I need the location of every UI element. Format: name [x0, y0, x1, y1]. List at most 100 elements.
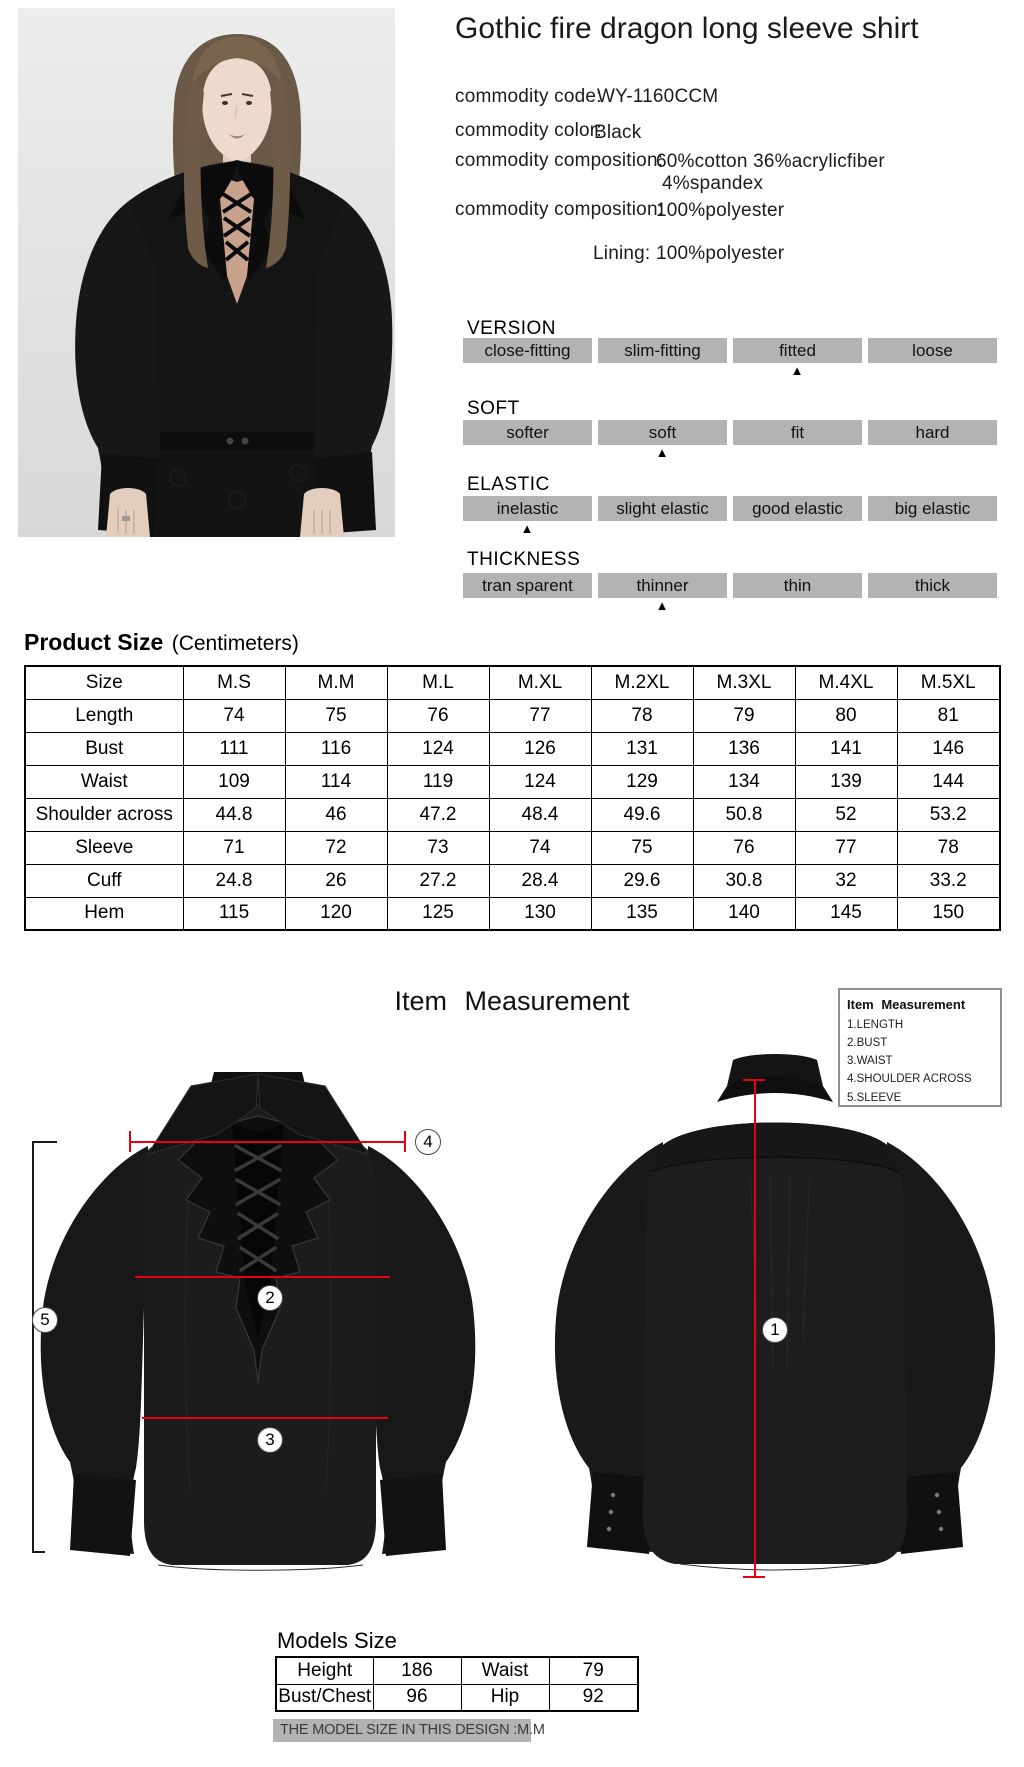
back-sleeve-right: [887, 1142, 996, 1552]
selection-arrow-icon: ▲: [655, 445, 669, 460]
sleeve-line-tick: [32, 1551, 45, 1553]
attr-option: thick: [868, 573, 997, 598]
table-row: Bust/Chest 96 Hip 92: [275, 1683, 639, 1712]
cuff-button: [606, 1526, 612, 1532]
cell: 115: [182, 896, 286, 931]
cell: 140: [692, 896, 796, 931]
bust-measure-line: [135, 1276, 390, 1278]
attr-option-selected: fitted: [733, 338, 862, 363]
legend-item: 3.WAIST: [847, 1055, 893, 1068]
attr-option: good elastic: [733, 496, 862, 521]
marker-bust: 2: [257, 1285, 283, 1311]
attr-option: thin: [733, 573, 862, 598]
marker-length: 1: [762, 1317, 788, 1343]
marker-shoulder: 4: [415, 1129, 441, 1155]
info-label-composition-1: commodity composition:: [455, 150, 664, 171]
cell: 131: [590, 731, 694, 766]
attr-row-soft: softer soft fit hard: [463, 420, 997, 445]
cuff-button: [934, 1492, 940, 1498]
belt: [148, 432, 326, 450]
cell: 120: [284, 896, 388, 931]
cell: 77: [488, 698, 592, 733]
shoulder-line-tick: [404, 1131, 406, 1152]
cell: 30.8: [692, 863, 796, 898]
ring: [122, 516, 130, 521]
front-collar-left: [146, 1073, 259, 1155]
cell: 76: [386, 698, 490, 733]
legend-item: 4.SHOULDER ACROSS: [847, 1073, 972, 1086]
row-label: Cuff: [24, 863, 184, 898]
cell: 73: [386, 830, 490, 865]
cell: 71: [182, 830, 286, 865]
attr-option: slim-fitting: [598, 338, 727, 363]
row-label: Shoulder across: [24, 797, 184, 832]
column-header: M.S: [182, 665, 286, 700]
measurement-legend-box: Item Measurement 1.LENGTH 2.BUST 3.WAIST…: [838, 988, 1002, 1107]
measurement-heading: Item Measurement: [394, 986, 630, 1016]
attr-option: tran sparent: [463, 573, 592, 598]
shirt-back-diagram: [554, 1054, 996, 1571]
cell: 74: [488, 830, 592, 865]
selection-arrow-icon: ▲: [655, 598, 669, 613]
row-label: Sleeve: [24, 830, 184, 865]
back-body: [643, 1122, 907, 1564]
front-lace-opening: [232, 1124, 284, 1338]
back-collar-fold: [717, 1075, 833, 1102]
table-row: Cuff 24.8 26 27.2 28.4 29.6 30.8 32 33.2: [24, 863, 1001, 898]
front-hem-line: [157, 1564, 364, 1571]
attr-heading-thickness: THICKNESS: [467, 549, 581, 570]
shoulder-line-tick: [129, 1131, 131, 1152]
back-gathers: [749, 1172, 811, 1371]
attr-option: close-fitting: [463, 338, 592, 363]
size-chart-heading: Product Size (Centimeters): [24, 629, 299, 656]
length-line-tick: [743, 1576, 765, 1578]
cell: 26: [284, 863, 388, 898]
column-header: Size: [24, 665, 184, 700]
cell: 75: [284, 698, 388, 733]
info-label-color: commodity color:: [455, 120, 602, 141]
cell: 116: [284, 731, 388, 766]
column-header: M.3XL: [692, 665, 796, 700]
back-sleeve-left: [554, 1142, 663, 1552]
hand-left: [106, 488, 150, 537]
cell: 48.4: [488, 797, 592, 832]
cell: 32: [794, 863, 898, 898]
table-row: Shoulder across 44.8 46 47.2 48.4 49.6 5…: [24, 797, 1001, 832]
cell: 111: [182, 731, 286, 766]
size-chart-unit: (Centimeters): [171, 632, 299, 655]
table-row: Length 74 75 76 77 78 79 80 81: [24, 698, 1001, 733]
legend-item: 5.SLEEVE: [847, 1091, 902, 1104]
cell: 124: [488, 764, 592, 799]
cell: 125: [386, 896, 490, 931]
hand-right-fingers: [313, 510, 331, 534]
attr-option-selected: inelastic: [463, 496, 592, 521]
hair-strand-right: [266, 78, 291, 268]
attr-option: fit: [733, 420, 862, 445]
table-row: Bust 111 116 124 126 131 136 141 146: [24, 731, 1001, 766]
info-value-color: Black: [594, 122, 642, 143]
table-row: Sleeve 71 72 73 74 75 76 77 78: [24, 830, 1001, 865]
attr-heading-version: VERSION: [467, 318, 557, 339]
cell: 136: [692, 731, 796, 766]
column-header: M.L: [386, 665, 490, 700]
attr-row-version: close-fitting slim-fitting fitted loose: [463, 338, 997, 363]
cell: 44.8: [182, 797, 286, 832]
info-value-composition-2: 100%polyester: [656, 200, 785, 221]
row-label: Length: [24, 698, 184, 733]
cell: 81: [896, 698, 1001, 733]
info-label-lining: Lining:: [593, 243, 651, 264]
model-size-footnote: THE MODEL SIZE IN THIS DESIGN :M.M: [273, 1719, 545, 1742]
attr-row-elastic: inelastic slight elastic good elastic bi…: [463, 496, 997, 521]
front-cuff-left: [70, 1474, 136, 1556]
length-measure-line: [754, 1080, 756, 1578]
front-fold-lines: [184, 1189, 332, 1491]
marker-sleeve: 5: [32, 1307, 58, 1333]
hair-strand-left: [183, 78, 208, 268]
table-row: Waist 109 114 119 124 129 134 139 144: [24, 764, 1001, 799]
cell: 33.2: [896, 863, 1001, 898]
belt-button: [226, 437, 234, 445]
shirt-body: [124, 161, 350, 454]
left-eye: [222, 101, 228, 105]
shirt-back-illustration: [554, 1054, 996, 1571]
